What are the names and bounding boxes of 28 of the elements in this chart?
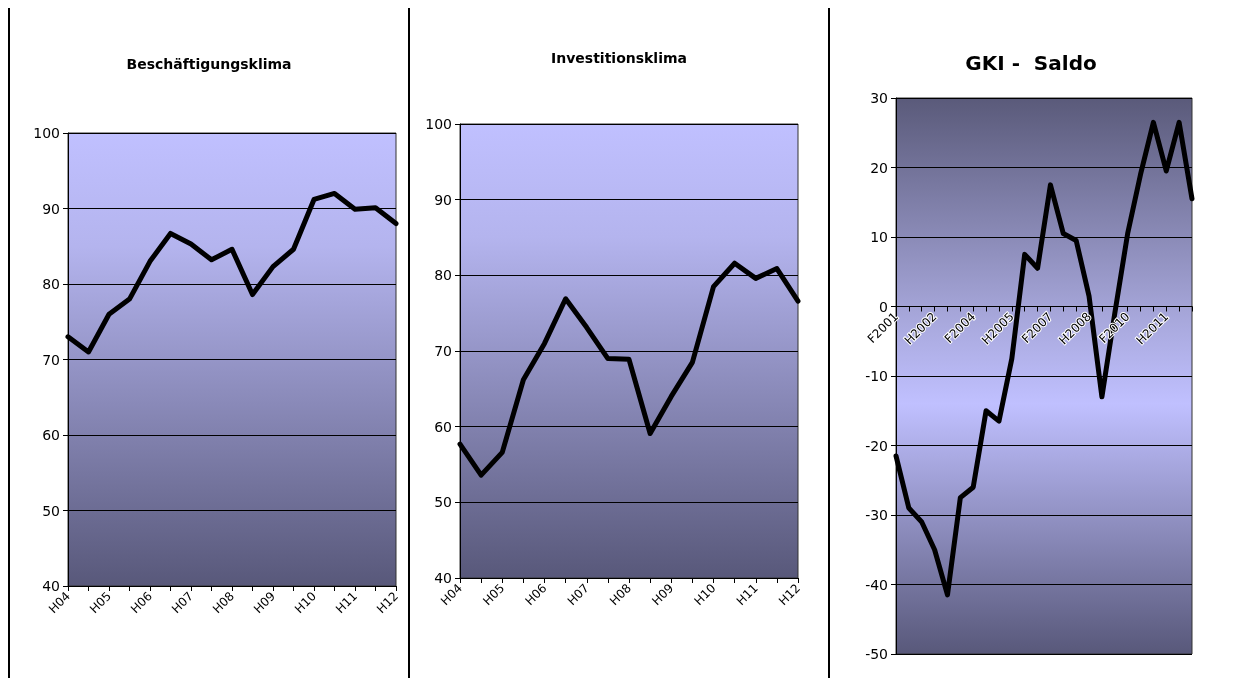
y-tick-label: 80 [42, 276, 60, 292]
y-tick-label: 60 [42, 427, 60, 443]
y-tick-label: 50 [434, 494, 452, 511]
y-tick-label: 50 [42, 502, 60, 519]
y-tick-label: 80 [434, 267, 452, 284]
y-tick-label: 30 [870, 90, 888, 106]
x-tick-label: H11 [733, 581, 761, 609]
y-tick-label: 20 [870, 159, 888, 176]
y-tick-label: -10 [865, 368, 888, 384]
y-tick-label: 70 [434, 343, 452, 359]
y-tick-label: 60 [434, 418, 452, 435]
y-tick-label: -50 [865, 646, 888, 662]
y-tick-label: -20 [865, 437, 888, 454]
chart-title: GKI - Saldo [965, 51, 1097, 75]
x-tick-label: H11 [332, 589, 360, 617]
y-tick-label: 100 [425, 116, 452, 132]
y-tick-label: 90 [434, 191, 452, 208]
y-tick-label: 90 [42, 200, 60, 217]
y-tick-label: 40 [434, 570, 452, 586]
y-tick-label: -30 [865, 507, 888, 523]
y-tick-label: 40 [42, 578, 60, 594]
chart-title: Beschäftigungsklima [126, 56, 292, 72]
y-tick-label: 10 [870, 229, 888, 245]
y-tick-label: 100 [33, 125, 60, 141]
chart-title: Investitionsklima [551, 50, 687, 66]
y-tick-label: 0 [879, 298, 888, 315]
y-tick-label: 70 [42, 351, 60, 368]
y-tick-label: -40 [865, 576, 888, 593]
